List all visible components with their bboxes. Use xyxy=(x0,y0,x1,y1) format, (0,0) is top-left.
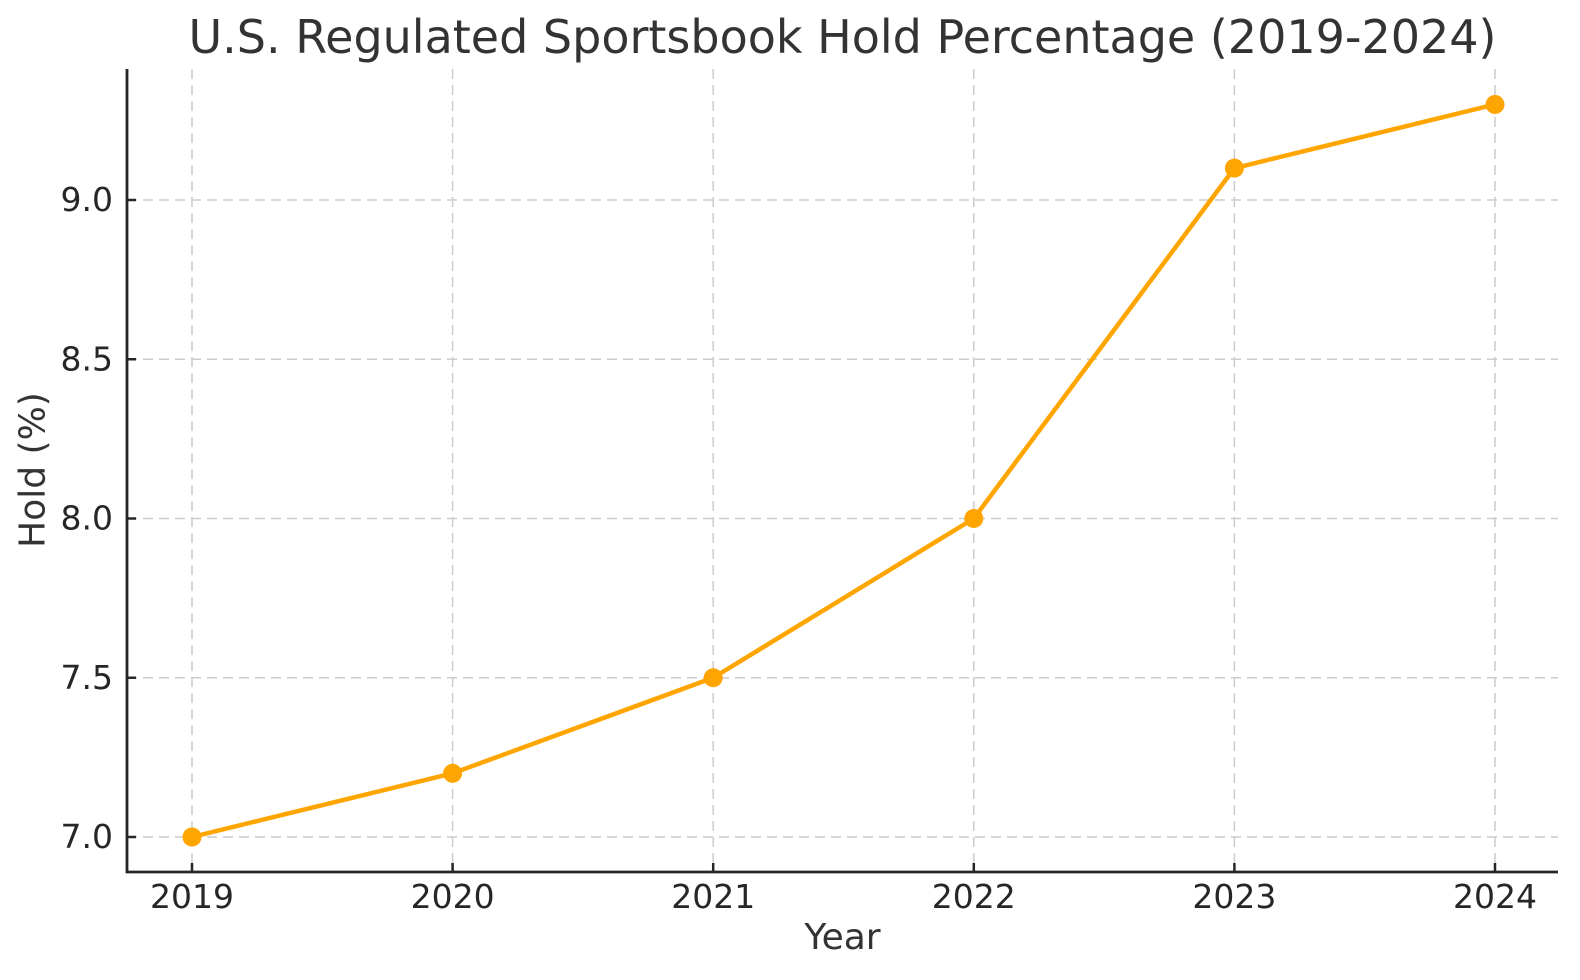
y-axis-label: Hold (%) xyxy=(12,392,54,548)
x-tick-label: 2019 xyxy=(150,877,234,916)
x-axis-label: Year xyxy=(804,917,881,958)
x-tick-label: 2020 xyxy=(411,877,495,916)
data-point-marker xyxy=(1485,94,1505,114)
x-tick-label: 2024 xyxy=(1453,877,1537,916)
data-point-marker xyxy=(182,827,202,847)
y-tick-label: 8.5 xyxy=(61,339,113,378)
x-tick-label: 2022 xyxy=(932,877,1016,916)
chart-title: U.S. Regulated Sportsbook Hold Percentag… xyxy=(188,10,1497,64)
x-tick-label: 2023 xyxy=(1192,877,1276,916)
y-tick-label: 7.0 xyxy=(61,817,113,856)
data-point-marker xyxy=(443,763,463,783)
data-point-marker xyxy=(1224,158,1244,178)
data-line xyxy=(189,102,1498,840)
x-tick-label: 2021 xyxy=(671,877,755,916)
y-tick-label: 8.0 xyxy=(61,499,113,538)
data-point-marker xyxy=(964,509,984,528)
y-tick-label: 7.5 xyxy=(61,658,113,697)
data-point-marker xyxy=(703,668,723,688)
y-tick-label: 9.0 xyxy=(61,180,113,219)
